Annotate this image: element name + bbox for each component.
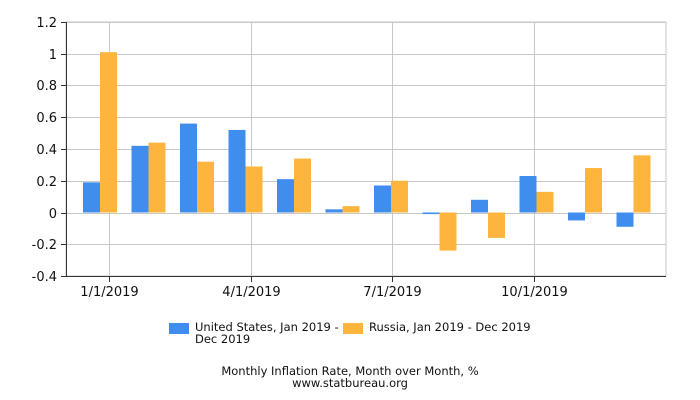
legend-swatch-us <box>169 323 189 334</box>
bar-russia <box>245 166 263 213</box>
y-tick-label: 1 <box>49 48 57 63</box>
legend-item-russia: Russia, Jan 2019 - Dec 2019 <box>343 321 531 334</box>
bar-russia <box>294 158 311 213</box>
chart-bars <box>83 52 651 251</box>
y-tick-label: 0.2 <box>36 175 57 190</box>
bar-us <box>471 199 488 213</box>
y-tick-label: -0.2 <box>32 238 57 253</box>
bar-us <box>374 185 391 213</box>
x-tick-label: 10/1/2019 <box>501 285 568 300</box>
bar-russia <box>100 52 117 213</box>
y-tick-label: 0.6 <box>36 111 57 126</box>
y-tick-label: 0 <box>49 207 57 222</box>
y-tick-label: -0.4 <box>32 270 57 285</box>
y-tick-label: 0.4 <box>36 143 57 158</box>
legend-label-us-line2: Dec 2019 <box>195 332 251 346</box>
inflation-bar-chart: -0.4 -0.2 0 0.2 0.4 0.6 0.8 1 1.2 1/1/2019 4/1/201… <box>32 16 667 300</box>
bar-us <box>131 145 149 213</box>
chart-legend: United States, Jan 2019 - Dec 2019 Russi… <box>0 321 700 351</box>
bar-russia <box>585 168 602 213</box>
legend-label-russia: Russia, Jan 2019 - Dec 2019 <box>369 320 531 334</box>
bar-us <box>568 212 585 221</box>
bar-russia <box>342 206 360 213</box>
bar-russia <box>536 191 554 213</box>
legend-swatch-russia <box>343 323 363 334</box>
legend-label-us-line1: United States, Jan 2019 - <box>195 320 339 334</box>
bar-russia <box>633 155 651 213</box>
bar-us <box>422 212 440 215</box>
source-label: www.statbureau.org <box>292 376 408 390</box>
bar-us <box>325 209 343 213</box>
bar-us <box>277 179 294 213</box>
chart-tick-labels: -0.4 -0.2 0 0.2 0.4 0.6 0.8 1 1.2 1/1/2019 4/1/201… <box>32 16 568 300</box>
y-tick-label: 0.8 <box>36 79 57 94</box>
legend-label-us: United States, Jan 2019 - Dec 2019 <box>195 321 339 345</box>
bar-us <box>519 175 537 213</box>
chart-axes <box>61 22 666 282</box>
bar-us <box>616 212 634 227</box>
bar-russia <box>488 212 505 238</box>
bar-us <box>180 123 197 213</box>
bar-russia <box>439 212 457 251</box>
bar-us <box>228 129 246 213</box>
chart-title: Monthly Inflation Rate, Month over Month… <box>221 364 479 378</box>
x-tick-label: 4/1/2019 <box>222 285 280 300</box>
legend-item-us: United States, Jan 2019 - Dec 2019 <box>169 321 339 345</box>
bar-us <box>83 182 100 213</box>
y-tick-label: 1.2 <box>36 16 57 31</box>
bar-russia <box>148 142 166 213</box>
x-tick-label: 1/1/2019 <box>80 285 138 300</box>
x-tick-label: 7/1/2019 <box>363 285 421 300</box>
bar-russia <box>197 161 214 213</box>
bar-russia <box>391 180 408 213</box>
